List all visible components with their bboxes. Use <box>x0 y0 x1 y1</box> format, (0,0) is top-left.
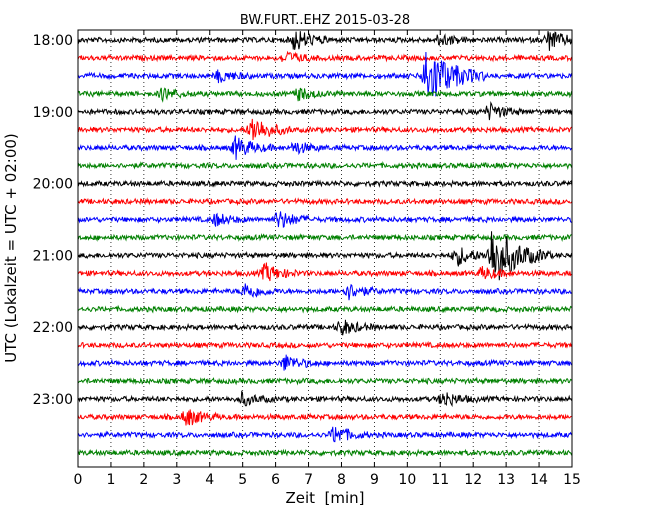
trace-row-23 <box>77 448 573 458</box>
trace-row-8 <box>77 179 573 189</box>
x-tick-label-9: 9 <box>370 472 379 488</box>
x-tick-label-7: 7 <box>304 472 313 488</box>
x-tick-label-2: 2 <box>139 472 148 488</box>
y-tick-label-0: 18:00 <box>33 33 73 49</box>
x-tick-label-15: 15 <box>563 472 581 488</box>
x-tick-label-10: 10 <box>398 472 416 488</box>
y-tick-label-5: 23:00 <box>33 392 73 408</box>
x-tick-label-4: 4 <box>205 472 214 488</box>
x-tick-label-0: 0 <box>74 472 83 488</box>
y-tick-label-1: 19:00 <box>33 105 73 121</box>
trace-row-15 <box>77 304 573 314</box>
x-axis-title: Zeit [min] <box>285 489 364 507</box>
x-tick-label-8: 8 <box>337 472 346 488</box>
x-tick-label-11: 11 <box>431 472 449 488</box>
trace-row-2 <box>77 51 573 97</box>
trace-row-10 <box>77 211 573 228</box>
plot-frame <box>77 29 573 468</box>
y-tick-label-4: 22:00 <box>33 320 73 336</box>
x-tick-label-5: 5 <box>238 472 247 488</box>
grid-lines <box>110 30 540 467</box>
y-axis: 18:00 19:00 20:00 21:00 22:00 23:00 <box>33 33 572 408</box>
x-tick-label-13: 13 <box>497 472 515 488</box>
trace-row-5 <box>77 118 573 141</box>
trace-row-13 <box>77 262 573 282</box>
trace-row-6 <box>77 135 573 160</box>
trace-row-0 <box>77 31 573 51</box>
trace-row-22 <box>77 426 573 443</box>
trace-row-16 <box>77 319 573 336</box>
trace-row-7 <box>77 161 573 171</box>
trace-row-11 <box>77 232 573 242</box>
x-tick-label-14: 14 <box>530 472 548 488</box>
trace-row-9 <box>77 197 573 206</box>
trace-row-4 <box>77 100 573 121</box>
trace-row-18 <box>77 354 573 371</box>
x-tick-label-12: 12 <box>464 472 482 488</box>
trace-row-21 <box>77 409 573 426</box>
chart-title: BW.FURT..EHZ 2015-03-28 <box>240 13 410 28</box>
x-tick-label-1: 1 <box>106 472 115 488</box>
trace-row-17 <box>77 340 573 350</box>
trace-row-1 <box>77 50 573 63</box>
y-axis-title: UTC (Lokalzeit = UTC + 02:00) <box>2 133 20 363</box>
trace-row-20 <box>77 390 573 408</box>
x-tick-label-6: 6 <box>271 472 280 488</box>
trace-row-19 <box>77 376 573 386</box>
trace-row-3 <box>77 87 573 103</box>
x-axis: 0 1 2 3 4 5 6 7 8 9 10 11 12 13 14 15 <box>74 30 581 488</box>
y-tick-label-2: 20:00 <box>33 177 73 193</box>
trace-row-14 <box>77 283 573 301</box>
trace-group <box>77 31 573 458</box>
y-tick-label-3: 21:00 <box>33 248 73 264</box>
trace-row-12 <box>77 231 573 281</box>
x-tick-label-3: 3 <box>172 472 181 488</box>
